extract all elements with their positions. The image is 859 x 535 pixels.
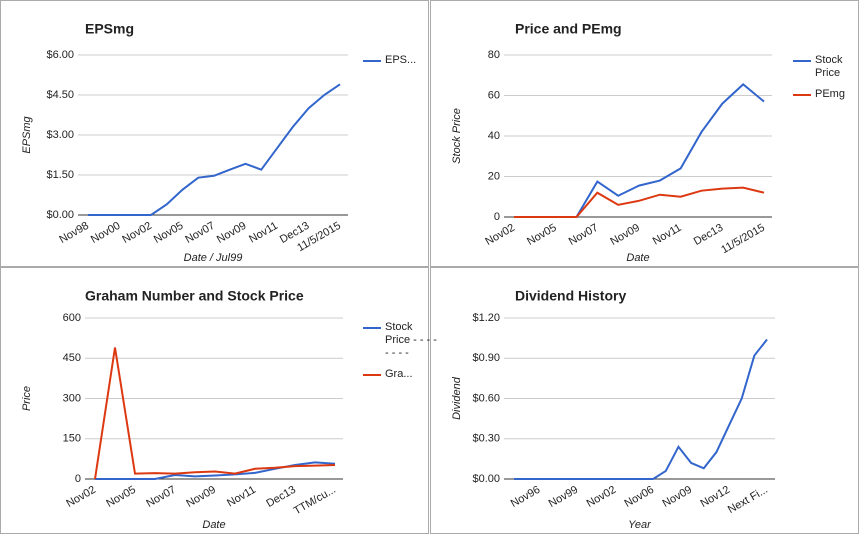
legend-entry: Stock Price xyxy=(793,54,859,80)
y-tick-label: $3.00 xyxy=(46,129,74,141)
y-tick-label: 60 xyxy=(488,89,500,101)
series-line xyxy=(94,347,336,480)
series-line xyxy=(88,83,341,216)
chart-title: Graham Number and Stock Price xyxy=(85,288,304,304)
y-tick-label: 0 xyxy=(494,211,500,223)
chart-title: Price and PEmg xyxy=(515,21,622,37)
y-axis-label: EPSmg xyxy=(21,115,33,153)
series-line xyxy=(514,338,768,480)
legend-text: Gra... xyxy=(385,368,413,380)
legend-text: PEmg xyxy=(815,88,845,100)
y-tick-label: 600 xyxy=(63,312,81,324)
y-tick-label: $0.90 xyxy=(472,352,500,364)
y-tick-label: $1.20 xyxy=(472,312,500,324)
legend-swatch xyxy=(363,374,381,376)
y-tick-label: 150 xyxy=(63,433,81,445)
x-axis-label: Date / Jul99 xyxy=(184,252,243,264)
legend-entry: PEmg xyxy=(793,88,859,101)
y-axis-label: Dividend xyxy=(451,376,463,420)
y-tick-label: $6.00 xyxy=(46,49,74,61)
y-tick-label: 20 xyxy=(488,170,500,182)
legend-swatch xyxy=(793,94,811,96)
y-tick-label: $0.00 xyxy=(472,473,500,485)
y-axis-label: Stock Price xyxy=(451,108,463,164)
chart-title: EPSmg xyxy=(85,21,134,37)
y-tick-label: $0.00 xyxy=(46,209,74,221)
y-tick-label: 40 xyxy=(488,130,500,142)
y-tick-label: $0.60 xyxy=(472,392,500,404)
series-line xyxy=(514,186,765,218)
legend-text: Stock Price xyxy=(815,54,843,79)
y-tick-label: 450 xyxy=(63,352,81,364)
legend-swatch xyxy=(363,60,381,62)
panel xyxy=(430,0,859,267)
chart-title: Dividend History xyxy=(515,288,626,304)
legend-entry: EPS... xyxy=(363,54,437,67)
y-tick-label: 0 xyxy=(75,473,81,485)
series-line xyxy=(95,461,336,480)
y-tick-label: $4.50 xyxy=(46,89,74,101)
y-tick-label: $1.50 xyxy=(46,169,74,181)
y-axis-label: Price xyxy=(21,386,33,411)
x-axis-label: Year xyxy=(628,519,652,531)
x-axis-label: Date xyxy=(626,252,649,264)
panel xyxy=(0,267,429,534)
legend-text: Stock Price - - - - - - - - xyxy=(385,321,437,359)
panel xyxy=(0,0,429,267)
legend-text: EPS... xyxy=(385,54,417,66)
x-axis-label: Date xyxy=(202,519,225,531)
y-tick-label: 300 xyxy=(63,392,81,404)
legend-entry: Gra... xyxy=(363,368,437,381)
panel xyxy=(430,267,859,534)
legend-swatch xyxy=(793,60,811,62)
legend-entry: Stock Price - - - - - - - - xyxy=(363,321,437,360)
legend-swatch xyxy=(363,327,381,329)
y-tick-label: 80 xyxy=(488,49,500,61)
y-tick-label: $0.30 xyxy=(472,433,500,445)
